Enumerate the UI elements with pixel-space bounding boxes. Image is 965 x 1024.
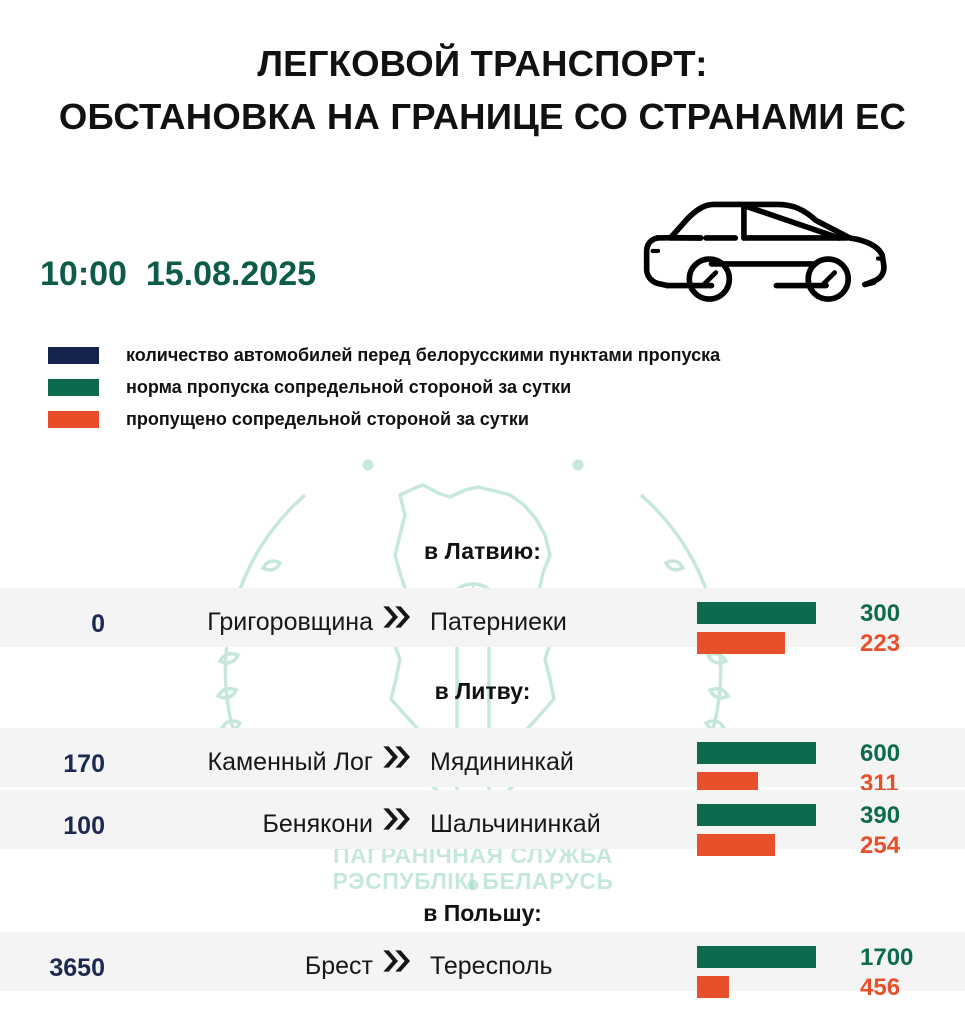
svg-text:РЭСПУБЛІКІ БЕЛАРУСЬ: РЭСПУБЛІКІ БЕЛАРУСЬ [332, 868, 613, 894]
